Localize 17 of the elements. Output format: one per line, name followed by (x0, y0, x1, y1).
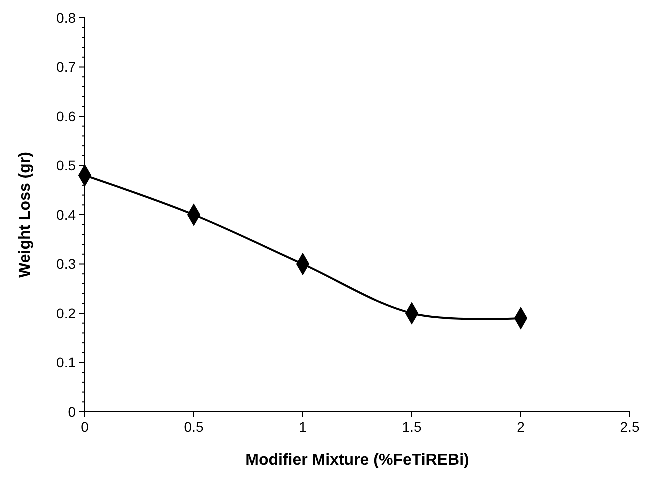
y-tick-label: 0.3 (56, 256, 76, 272)
y-tick-label: 0.1 (56, 354, 76, 371)
y-tick-label: 0.8 (56, 10, 76, 26)
x-tick-label: 2 (517, 419, 526, 435)
y-tick-label: 0.6 (56, 108, 76, 124)
x-tick-label: 1 (299, 419, 308, 435)
x-axis-title: Modifier Mixture (%FeTiREBi) (246, 452, 470, 469)
y-tick-label: 0.2 (56, 305, 76, 322)
y-tick-label: 0 (68, 404, 76, 420)
x-tick-label: 2.5 (620, 419, 640, 435)
y-tick-label: 0.5 (56, 158, 76, 174)
x-tick-label: 0 (81, 419, 90, 435)
x-tick-label: 1.5 (402, 419, 422, 435)
y-tick-label: 0.4 (56, 206, 76, 223)
y-tick-label: 0.7 (56, 59, 76, 76)
x-tick-label: 0.5 (184, 419, 204, 435)
y-axis-title: Weight Loss (gr) (17, 152, 34, 278)
